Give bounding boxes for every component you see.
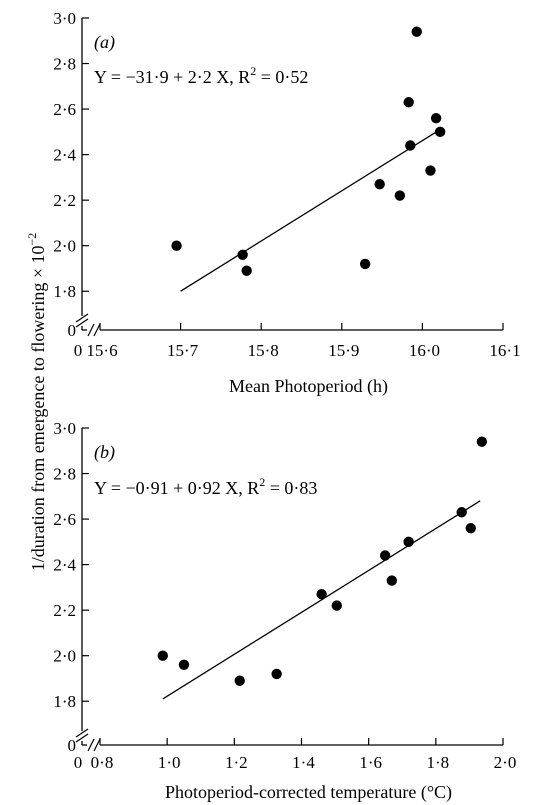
x-axis-break-mark — [87, 738, 95, 752]
data-point — [394, 190, 406, 201]
x-zero-label: 0 — [74, 341, 83, 360]
y-tick-label: 3·0 — [53, 419, 76, 438]
x-axis-label: Mean Photoperiod (h) — [229, 376, 388, 397]
regression-line — [180, 129, 441, 292]
x-tick-label: 15·8 — [248, 341, 279, 360]
x-axis-break-mark — [93, 738, 101, 752]
data-point — [476, 436, 488, 447]
x-tick-label: 15·9 — [328, 341, 359, 360]
data-point — [403, 97, 414, 108]
data-point — [379, 550, 391, 561]
y-axis-break-mark — [75, 318, 89, 328]
equation-superscript: 2 — [259, 475, 265, 489]
equation-main: Y = −31·9 + 2·2 X, R — [94, 67, 250, 87]
y-tick-label: 1·8 — [53, 282, 76, 301]
data-point — [405, 140, 416, 151]
data-point — [411, 26, 422, 37]
x-tick-label: 1·0 — [158, 753, 181, 772]
data-point — [430, 112, 442, 124]
x-axis-label: Photoperiod-corrected temperature (°C) — [165, 782, 452, 803]
y-axis-label-exponent: −2 — [25, 233, 39, 246]
regression-equation: Y = −31·9 + 2·2 X, R2 = 0·52 — [94, 64, 308, 87]
panel-label: (b) — [94, 442, 115, 463]
x-tick-label: 1·8 — [426, 753, 449, 772]
data-point — [456, 507, 467, 518]
data-point — [386, 575, 398, 586]
data-point — [465, 522, 476, 534]
regression-line — [162, 500, 481, 700]
x-tick-label: 16·0 — [409, 341, 440, 360]
y-tick-label: 2·6 — [53, 100, 76, 119]
y-axis-break-mark — [75, 313, 89, 323]
data-point — [241, 265, 252, 276]
data-point — [237, 249, 248, 260]
data-point — [178, 659, 190, 670]
data-point — [359, 258, 371, 270]
data-point — [171, 240, 182, 251]
equation-main: Y = −0·91 + 0·92 X, R — [94, 478, 259, 498]
y-axis-break-mark — [75, 733, 89, 743]
data-point — [374, 179, 385, 190]
y-axis-label: 1/duration from emergence to flowering ×… — [25, 233, 48, 572]
y-zero-label: 0 — [68, 736, 77, 755]
x-axis-break-mark — [87, 323, 95, 337]
regression-equation: Y = −0·91 + 0·92 X, R2 = 0·83 — [94, 475, 317, 498]
y-axis-label-main: 1/duration from emergence to flowering ×… — [28, 246, 48, 572]
y-tick-label: 2·2 — [53, 191, 76, 210]
equation-tail: = 0·83 — [265, 478, 317, 498]
y-tick-label: 2·0 — [53, 647, 76, 666]
equation-superscript: 2 — [250, 64, 256, 78]
y-tick-label: 2·4 — [53, 556, 76, 575]
x-tick-label: 1·2 — [225, 753, 248, 772]
data-point — [271, 668, 282, 680]
x-tick-label: 1·6 — [359, 753, 382, 772]
data-point — [157, 650, 169, 661]
data-point — [316, 589, 327, 600]
x-tick-label: 0·8 — [91, 753, 114, 772]
panel-label: (a) — [94, 32, 115, 53]
y-tick-label: 2·2 — [53, 601, 76, 620]
data-point — [434, 126, 446, 138]
x-tick-label: 15·6 — [86, 341, 117, 360]
y-tick-label: 2·8 — [53, 465, 76, 484]
y-zero-label: 0 — [68, 321, 77, 340]
y-axis-break-mark — [75, 728, 89, 738]
x-tick-label: 16·1 — [489, 341, 520, 360]
panel-b: 1·8 2·0 2·2 2·4 2·6 2·8 3·0 0 0·8 1·0 1·2 1·4 1·6 1·8… — [53, 419, 516, 803]
data-point — [403, 536, 414, 548]
y-tick-label: 2·0 — [53, 237, 76, 256]
x-tick-label: 15·7 — [167, 341, 199, 360]
x-zero-label: 0 — [74, 753, 83, 772]
data-point — [331, 600, 342, 611]
y-tick-label: 2·8 — [53, 55, 76, 74]
y-tick-label: 2·4 — [53, 146, 76, 165]
x-axis-break-mark — [93, 323, 101, 337]
data-point — [425, 165, 436, 176]
y-tick-label: 2·6 — [53, 510, 76, 529]
equation-tail: = 0·52 — [256, 67, 308, 87]
y-tick-label: 1·8 — [53, 692, 76, 711]
data-point — [234, 675, 245, 686]
x-tick-label: 2·0 — [494, 753, 517, 772]
x-tick-label: 1·4 — [292, 753, 315, 772]
y-tick-label: 3·0 — [53, 9, 76, 28]
